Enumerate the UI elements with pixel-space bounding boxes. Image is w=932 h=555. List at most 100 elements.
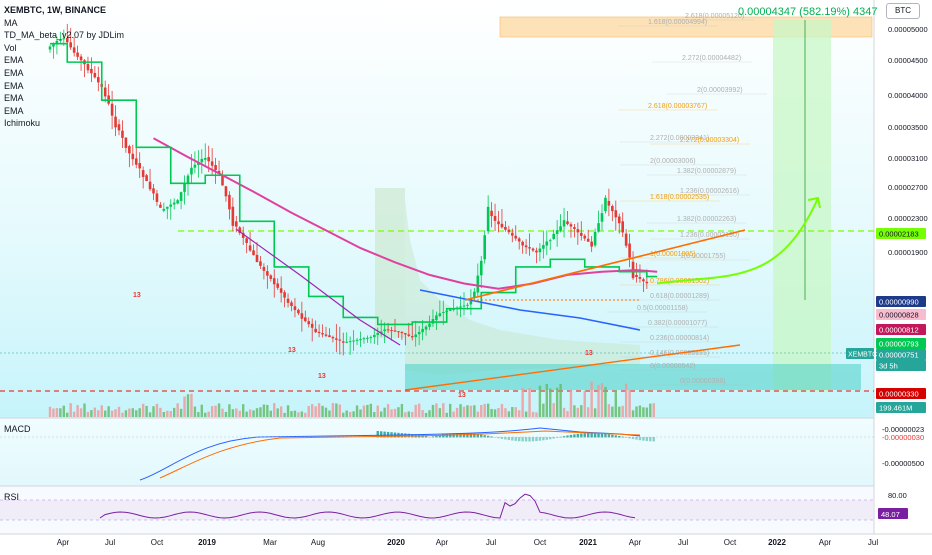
volume-bar	[555, 387, 559, 417]
candle-body	[207, 157, 210, 162]
time-tick-label: Aug	[311, 538, 325, 547]
volume-bar	[511, 407, 514, 417]
volume-bar	[276, 408, 279, 417]
time-tick-label: Oct	[534, 538, 547, 547]
macd-histogram-bar	[614, 435, 617, 438]
candle-body	[148, 181, 152, 190]
candle-body	[331, 337, 335, 339]
macd-histogram-bar	[607, 434, 611, 438]
candle-body	[190, 167, 193, 175]
macd-histogram-bar	[511, 437, 514, 441]
candle-body	[576, 229, 580, 233]
candle-body	[442, 311, 445, 313]
candle-body	[79, 56, 83, 61]
legend-ichimoku[interactable]: Ichimoku	[4, 118, 41, 129]
volume-bar	[528, 388, 531, 417]
candle-body	[559, 226, 562, 231]
candle-body	[593, 231, 597, 246]
fib-level-label: 0.5(0.00001158)	[637, 305, 688, 312]
volume-bar	[411, 411, 414, 417]
volume-bar	[145, 405, 148, 417]
fib-level-label: 2.272(0.00004482)	[682, 55, 741, 62]
volume-bar	[452, 411, 455, 417]
legend-ema-2[interactable]: EMA	[4, 67, 24, 78]
legend-td-ma[interactable]: TD_MA_beta_v2.07 by JDLim	[4, 30, 125, 41]
legend-vol[interactable]: Vol	[4, 42, 17, 53]
candle-body	[279, 288, 283, 293]
chart-title[interactable]: XEMBTC, 1W, BINANCE	[4, 5, 107, 15]
candle-body	[473, 291, 476, 298]
volume-bar	[518, 410, 521, 417]
legend-ema-1[interactable]: EMA	[4, 55, 24, 66]
legend-ema-5[interactable]: EMA	[4, 105, 24, 116]
volume-bar	[348, 411, 352, 417]
candle-body	[535, 250, 538, 253]
volume-bar	[207, 411, 210, 417]
candle-body	[614, 210, 618, 218]
macd-histogram-bar	[442, 434, 445, 438]
volume-bar	[490, 408, 493, 417]
legend-ema-3[interactable]: EMA	[4, 80, 24, 91]
volume-bar	[83, 403, 86, 417]
fib-level-label: 0.382(0.00001077)	[648, 320, 707, 327]
volume-bar	[393, 408, 397, 417]
price-tick-label: 0.00004000	[888, 91, 928, 100]
volume-bar	[204, 412, 207, 417]
volume-bar	[428, 410, 431, 417]
candle-body	[141, 170, 145, 177]
ma-blue-line	[419, 289, 641, 331]
time-tick-label: Jul	[868, 538, 878, 547]
macd-title[interactable]: MACD	[4, 424, 31, 434]
candle-body	[304, 317, 307, 322]
rsi-tick-label: 80.00	[888, 491, 907, 500]
macd-histogram-bar	[518, 437, 521, 442]
td-marker: 13	[458, 392, 466, 399]
candle-body	[586, 238, 590, 242]
macd-histogram-bar	[493, 437, 497, 438]
macd-histogram-bar	[438, 435, 442, 438]
candle-body	[642, 279, 645, 282]
candle-body	[307, 321, 311, 325]
volume-bar	[307, 406, 310, 417]
volume-bar	[342, 412, 345, 417]
candle-body	[638, 277, 642, 279]
price-badge: 0.00002183	[879, 230, 919, 239]
rsi-title[interactable]: RSI	[4, 492, 20, 502]
candle-body	[203, 157, 207, 160]
macd-histogram-bar	[618, 435, 621, 438]
volume-bar	[279, 406, 283, 417]
long-position-zone	[773, 20, 831, 392]
legend-ema-4[interactable]: EMA	[4, 93, 24, 104]
fib-level-label: 2.272(0.00003304)	[680, 137, 739, 144]
legend-ma[interactable]: MA	[4, 17, 18, 28]
volume-bar	[114, 409, 117, 417]
volume-bar	[352, 411, 355, 417]
macd-histogram-bar	[552, 437, 555, 439]
volume-bar	[300, 411, 304, 417]
candle-body	[524, 245, 528, 248]
volume-bar	[500, 404, 504, 417]
rsi-value-badge: 48.07	[881, 510, 900, 519]
macd-histogram-bar	[462, 433, 466, 438]
volume-bar	[328, 410, 331, 417]
macd-histogram-bar	[490, 436, 493, 438]
candle-body	[193, 164, 197, 168]
candle-body	[283, 292, 286, 298]
macd-histogram-bar	[521, 437, 524, 442]
volume-bar	[431, 404, 435, 417]
candle-body	[514, 235, 518, 239]
candle-body	[566, 221, 569, 225]
candle-body	[590, 241, 593, 247]
volume-bar	[497, 407, 500, 417]
candle-body	[72, 47, 76, 53]
currency-button[interactable]: BTC	[886, 3, 920, 19]
candle-body	[397, 331, 400, 333]
volume-bar	[290, 411, 293, 417]
volume-bar	[455, 407, 459, 417]
volume-bar	[417, 403, 421, 417]
volume-bar	[624, 383, 628, 417]
projection-label: 0.00004347 (582.19%) 4347	[738, 6, 877, 18]
candle-body	[76, 52, 79, 57]
candle-body	[317, 331, 321, 334]
